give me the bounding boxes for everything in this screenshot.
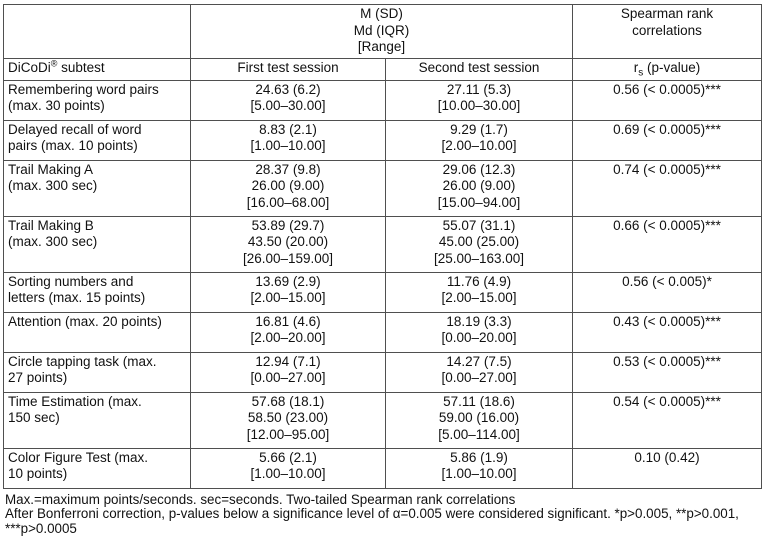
cell-second-session: 14.27 (7.5) [0.00–27.00] [385, 351, 573, 393]
cell-correlation: 0.74 (< 0.0005)*** [572, 159, 762, 217]
rs-subscript: s [638, 67, 644, 79]
subtest-label-suffix: subtest [57, 59, 105, 75]
table-row: Remembering word pairs (max. 30 points) … [3, 79, 762, 121]
cell-second-session: 11.76 (4.9) [2.00–15.00] [385, 271, 573, 313]
row-label: Sorting numbers and letters (max. 15 poi… [3, 271, 191, 313]
cell-first-session: 24.63 (6.2) [5.00–30.00] [190, 79, 386, 121]
col-header-subtest: DiCoDi® subtest [3, 57, 191, 81]
footnote-abbreviations: Max.=maximum points/seconds. sec=seconds… [5, 491, 516, 507]
row-label: Attention (max. 20 points) [3, 311, 191, 353]
cell-first-session: 57.68 (18.1) 58.50 (23.00) [12.00–95.00] [190, 391, 386, 449]
row-label: Trail Making A (max. 300 sec) [3, 159, 191, 217]
cell-second-session: 18.19 (3.3) [0.00–20.00] [385, 311, 573, 353]
cell-correlation: 0.53 (< 0.0005)*** [572, 351, 762, 393]
table-row: Circle tapping task (max. 27 points) 12.… [3, 351, 762, 393]
cell-second-session: 27.11 (5.3) [10.00–30.00] [385, 79, 573, 121]
cell-first-session: 53.89 (29.7) 43.50 (20.00) [26.00–159.00… [190, 215, 386, 273]
rs-symbol: r [633, 59, 639, 75]
table-row: Delayed recall of word pairs (max. 10 po… [3, 119, 762, 161]
cell-second-session: 9.29 (1.7) [2.00–10.00] [385, 119, 573, 161]
cell-correlation: 0.56 (< 0.0005)*** [572, 79, 762, 121]
header-row-measures: M (SD) Md (IQR) [Range] Spearman rank co… [3, 4, 762, 59]
row-label: Trail Making B (max. 300 sec) [3, 215, 191, 273]
header-row-columns: DiCoDi® subtest First test session Secon… [3, 57, 762, 81]
table-row: Color Figure Test (max. 10 points) 5.66 … [3, 447, 762, 489]
subtest-label-text: DiCoDi [8, 59, 51, 75]
table-row: Trail Making B (max. 300 sec) 53.89 (29.… [3, 215, 762, 273]
row-label: Time Estimation (max. 150 sec) [3, 391, 191, 449]
table-row: Time Estimation (max. 150 sec) 57.68 (18… [3, 391, 762, 449]
page: M (SD) Md (IQR) [Range] Spearman rank co… [3, 4, 762, 537]
cell-first-session: 16.81 (4.6) [2.00–20.00] [190, 311, 386, 353]
registered-trademark-symbol: ® [50, 58, 58, 68]
row-label: Remembering word pairs (max. 30 points) [3, 79, 191, 121]
cell-correlation: 0.69 (< 0.0005)*** [572, 119, 762, 161]
cell-second-session: 55.07 (31.1) 45.00 (25.00) [25.00–163.00… [385, 215, 573, 273]
table-footnotes: Max.=maximum points/seconds. sec=seconds… [3, 489, 761, 537]
table-row: Trail Making A (max. 300 sec) 28.37 (9.8… [3, 159, 762, 217]
cell-correlation: 0.43 (< 0.0005)*** [572, 311, 762, 353]
rs-suffix: (p-value) [643, 59, 701, 75]
table-row: Attention (max. 20 points) 16.81 (4.6) [… [3, 311, 762, 353]
cell-second-session: 57.11 (18.6) 59.00 (16.00) [5.00–114.00] [385, 391, 573, 449]
cell-correlation: 0.66 (< 0.0005)*** [572, 215, 762, 273]
cell-correlation: 0.56 (< 0.005)* [572, 271, 762, 313]
header-measures: M (SD) Md (IQR) [Range] [190, 4, 573, 59]
row-label: Color Figure Test (max. 10 points) [3, 447, 191, 489]
col-header-second-session: Second test session [385, 57, 573, 81]
corner-cell [3, 4, 191, 59]
cell-second-session: 29.06 (12.3) 26.00 (9.00) [15.00–94.00] [385, 159, 573, 217]
cell-correlation: 0.54 (< 0.0005)*** [572, 391, 762, 449]
cell-first-session: 5.66 (2.1) [1.00–10.00] [190, 447, 386, 489]
header-correlations: Spearman rank correlations [572, 4, 762, 59]
cell-first-session: 12.94 (7.1) [0.00–27.00] [190, 351, 386, 393]
cell-correlation: 0.10 (0.42) [572, 447, 762, 489]
row-label: Delayed recall of word pairs (max. 10 po… [3, 119, 191, 161]
cell-first-session: 8.83 (2.1) [1.00–10.00] [190, 119, 386, 161]
col-header-first-session: First test session [190, 57, 386, 81]
footnote-significance: After Bonferroni correction, p-values be… [5, 506, 739, 537]
cell-second-session: 5.86 (1.9) [1.00–10.00] [385, 447, 573, 489]
cell-first-session: 13.69 (2.9) [2.00–15.00] [190, 271, 386, 313]
col-header-rs-pvalue: rs (p-value) [572, 57, 762, 81]
row-label: Circle tapping task (max. 27 points) [3, 351, 191, 393]
cell-first-session: 28.37 (9.8) 26.00 (9.00) [16.00–68.00] [190, 159, 386, 217]
results-table: M (SD) Md (IQR) [Range] Spearman rank co… [3, 4, 762, 489]
table-row: Sorting numbers and letters (max. 15 poi… [3, 271, 762, 313]
